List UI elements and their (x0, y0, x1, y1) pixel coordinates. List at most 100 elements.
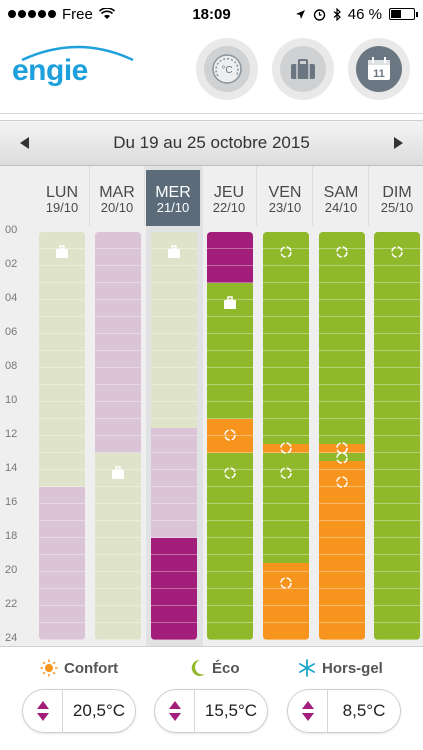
horsgel-value: 8,5°C (342, 701, 386, 720)
eco-period (95, 453, 141, 640)
day-name: MER (155, 184, 191, 201)
day-bar-sunday[interactable] (374, 232, 420, 640)
temperature-legend: Confort Éco Hors-gel 20,5°C 15,5°C 8 (0, 646, 423, 750)
bluetooth-icon (333, 7, 341, 21)
day-bar-thursday[interactable] (207, 232, 253, 640)
day-header-wednesday[interactable]: MER 21/10 (146, 170, 201, 226)
day-header-monday[interactable]: LUN 19/10 (35, 166, 90, 226)
hour-label: 12 (5, 428, 18, 440)
previous-week-arrow-icon[interactable] (20, 137, 29, 149)
confort-period (263, 444, 309, 453)
day-header-tuesday[interactable]: MAR 20/10 (90, 166, 145, 226)
day-name: SAM (323, 184, 359, 201)
day-header-sunday[interactable]: DIM 25/10 (370, 166, 423, 226)
day-bar-friday[interactable] (263, 232, 309, 640)
confort-label: Confort (64, 659, 119, 677)
horsgel-period (151, 428, 197, 538)
hour-label: 10 (5, 394, 18, 406)
eco-period (374, 232, 420, 640)
suitcase-icon (224, 296, 236, 309)
day-bar-saturday[interactable] (319, 232, 365, 640)
calendar-button[interactable]: 11 (348, 38, 410, 100)
repeat-icon (336, 442, 348, 454)
confort-value: 20,5°C (72, 701, 126, 720)
day-header-saturday[interactable]: SAM 24/10 (314, 166, 369, 226)
suitcase-icon (56, 245, 68, 258)
eco-temperature-stepper[interactable]: 15,5°C (154, 689, 268, 733)
hour-label: 04 (5, 292, 18, 304)
horsgel-period (39, 487, 85, 640)
moon-icon (191, 659, 205, 676)
stepper-arrows[interactable] (155, 690, 195, 732)
engie-logo: engie (12, 54, 88, 87)
snowflake-icon (299, 659, 315, 677)
stepper-arrows[interactable] (23, 690, 63, 732)
hour-label: 08 (5, 360, 18, 372)
absence-period (151, 538, 197, 640)
week-title: Du 19 au 25 octobre 2015 (113, 133, 310, 152)
eco-period (151, 232, 197, 428)
eco-value: 15,5°C (204, 701, 258, 720)
hour-label: 06 (5, 326, 18, 338)
eco-period (263, 453, 309, 563)
day-name: JEU (213, 184, 245, 201)
eco-period (263, 232, 309, 444)
hour-label: 18 (5, 530, 18, 542)
day-date: 23/10 (268, 200, 302, 215)
svg-text:°C: °C (221, 65, 232, 76)
day-bar-tuesday[interactable] (95, 232, 141, 640)
eco-period (319, 232, 365, 444)
eco-period (207, 453, 253, 640)
day-name: DIM (382, 184, 412, 201)
hour-label: 20 (5, 564, 18, 576)
weekly-schedule: 00 02 04 06 08 10 12 14 16 18 20 22 24 L… (0, 166, 423, 646)
hour-label: 22 (5, 598, 18, 610)
temperature-button[interactable]: °C (196, 38, 258, 100)
confort-period (207, 419, 253, 453)
day-name: LUN (45, 184, 78, 201)
repeat-icon (280, 246, 292, 258)
absence-button[interactable] (272, 38, 334, 100)
day-header-thursday[interactable]: JEU 22/10 (202, 166, 257, 226)
day-date: 21/10 (156, 200, 190, 215)
location-icon (295, 9, 305, 19)
day-bar-wednesday[interactable] (151, 232, 197, 640)
confort-temperature-stepper[interactable]: 20,5°C (22, 689, 136, 733)
hour-label: 24 (5, 632, 18, 644)
repeat-icon (336, 246, 348, 258)
confort-period (263, 563, 309, 640)
day-date: 20/10 (100, 200, 134, 215)
eco-label: Éco (212, 659, 240, 677)
signal-icon (8, 10, 56, 18)
repeat-icon (336, 476, 348, 488)
day-name: MAR (99, 184, 135, 201)
horsgel-label: Hors-gel (322, 659, 383, 677)
hour-label: 16 (5, 496, 18, 508)
repeat-icon (280, 467, 292, 479)
sun-icon (40, 659, 58, 677)
alarm-icon (313, 8, 325, 21)
up-down-arrows-icon (36, 701, 49, 721)
wifi-icon (98, 8, 115, 19)
stepper-arrows[interactable] (288, 690, 328, 732)
day-date: 25/10 (380, 200, 414, 215)
thermostat-icon: °C (212, 54, 242, 84)
horsgel-legend: Hors-gel (298, 659, 383, 677)
eco-period (319, 453, 365, 461)
repeat-icon (280, 577, 292, 589)
hour-label: 00 (5, 224, 18, 236)
horsgel-temperature-stepper[interactable]: 8,5°C (287, 689, 401, 733)
confort-period (319, 461, 365, 640)
repeat-icon (224, 467, 236, 479)
absence-period (207, 232, 253, 283)
logo-arc-icon (21, 45, 134, 62)
day-bar-monday[interactable] (39, 232, 85, 640)
svg-text:11: 11 (373, 68, 385, 80)
confort-period (319, 444, 365, 453)
app-header: engie °C 11 (0, 28, 423, 114)
battery-percent: 46 % (347, 5, 382, 23)
next-week-arrow-icon[interactable] (393, 137, 403, 149)
day-header-friday[interactable]: VEN 23/10 (258, 166, 313, 226)
suitcase-icon (168, 245, 180, 258)
